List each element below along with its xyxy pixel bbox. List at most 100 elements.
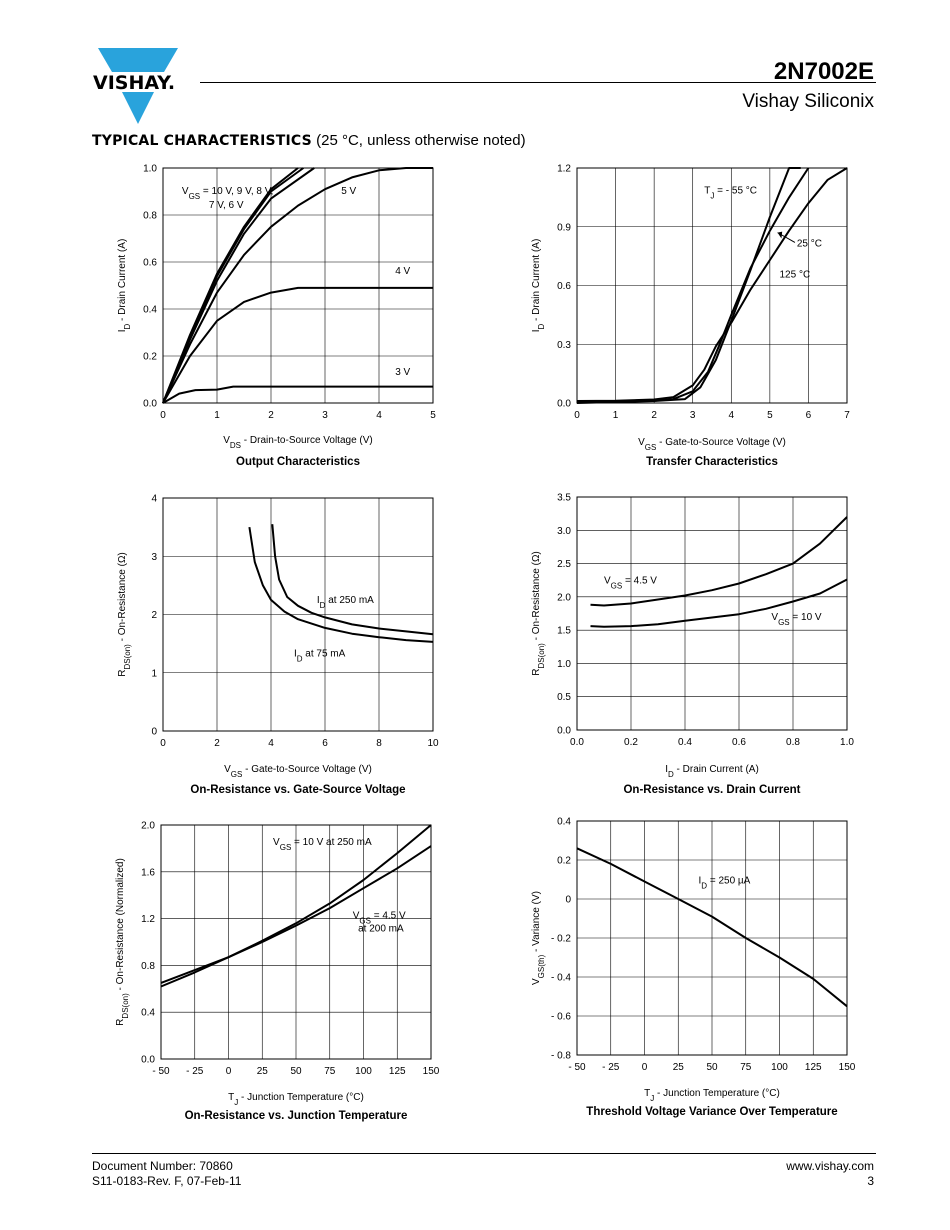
x-tick-label: 1.0 <box>840 737 854 748</box>
x-axis-label: TJ - Junction Temperature (°C) <box>644 1088 780 1103</box>
x-axis-label: ID - Drain Current (A) <box>665 764 759 779</box>
chart-threshold-variance-vs-tj: - 50 - 25 0 25 50 75 100 125 150 - 0.8 - 0.6 - 0.4 -… <box>531 817 856 1119</box>
series-label: 3 V <box>395 367 410 378</box>
y-tick-label: 3.5 <box>557 493 571 504</box>
plot-frame <box>162 497 434 732</box>
revision: S11-0183-Rev. F, 07-Feb-11 <box>92 1174 242 1188</box>
y-tick-label: 0.2 <box>143 352 157 363</box>
y-tick-label: - 0.4 <box>551 973 571 984</box>
chart-transfer-characteristics: 0 1 2 3 4 5 6 7 0.0 0.3 0.6 0.9 1.2 TJ = - 55 °C 25 °C… <box>531 164 850 469</box>
x-tick-label: 125 <box>389 1066 406 1077</box>
section-title-normal: (25 °C, unless otherwise noted) <box>316 132 526 149</box>
section-title: TYPICAL CHARACTERISTICS (25 °C, unless o… <box>92 132 526 149</box>
x-tick-label: 75 <box>324 1066 336 1077</box>
y-tick-label: 0.4 <box>143 305 157 316</box>
x-tick-label: 2 <box>651 410 657 421</box>
x-tick-label: 125 <box>805 1062 822 1073</box>
y-tick-label: 1.5 <box>557 626 571 637</box>
x-tick-label: - 50 <box>152 1066 170 1077</box>
series-line <box>160 824 432 988</box>
series-line <box>590 516 848 607</box>
x-tick-label: 75 <box>740 1062 752 1073</box>
y-tick-label: 2.5 <box>557 559 571 570</box>
chart-output-characteristics: 0 1 2 3 4 5 0.0 0.2 0.4 0.6 0.8 1.0 VGS = 10 V, 9 V,… <box>117 164 436 469</box>
y-tick-label: 3.0 <box>557 526 571 537</box>
chart-on-resistance-vs-tj: - 50 - 25 0 25 50 75 100 125 150 0.0 0.4 0.8 1.2 1.6 2… <box>115 821 440 1123</box>
x-tick-label: 8 <box>376 738 382 749</box>
x-tick-label: 0.0 <box>570 737 584 748</box>
x-tick-label: 0 <box>574 410 580 421</box>
part-number: 2N7002E <box>773 58 874 85</box>
y-tick-label: 2.0 <box>141 821 155 832</box>
x-tick-label: 5 <box>767 410 773 421</box>
y-tick-label: 1.2 <box>141 914 155 925</box>
y-tick-label: 0.0 <box>141 1055 155 1066</box>
y-tick-label: 0.9 <box>557 222 571 233</box>
series-label: VGS = 10 V, 9 V, 8 V, <box>182 186 273 201</box>
website-link[interactable]: www.vishay.com <box>786 1159 874 1173</box>
x-tick-label: 25 <box>673 1062 685 1073</box>
x-tick-label: 2 <box>268 410 274 421</box>
series-label: TJ = - 55 °C <box>704 185 757 200</box>
plot-frame <box>576 820 848 1056</box>
series-line <box>162 286 433 404</box>
chart-title: Threshold Voltage Variance Over Temperat… <box>586 1106 837 1118</box>
series-label: 25 °C <box>797 238 822 249</box>
y-tick-label: 2 <box>151 610 157 621</box>
x-axis-label: VGS - Gate-to-Source Voltage (V) <box>224 764 372 779</box>
y-tick-label: 1.0 <box>143 164 157 175</box>
x-axis-label: VDS - Drain-to-Source Voltage (V) <box>223 435 373 450</box>
plot-frame <box>576 167 848 404</box>
x-tick-label: - 25 <box>186 1066 204 1077</box>
y-tick-label: 1.0 <box>557 659 571 670</box>
series-label: 5 V <box>341 186 356 197</box>
x-tick-label: 10 <box>427 738 439 749</box>
x-tick-label: 100 <box>355 1066 372 1077</box>
y-tick-label: 0.0 <box>557 399 571 410</box>
x-tick-label: - 25 <box>602 1062 620 1073</box>
series-label: VGS = 4.5 V <box>353 911 406 926</box>
series-label: 7 V, 6 V <box>209 200 244 211</box>
x-tick-label: 0.8 <box>786 737 800 748</box>
page-number: 3 <box>867 1174 874 1188</box>
chart-title: On-Resistance vs. Junction Temperature <box>185 1110 408 1122</box>
x-tick-label: 7 <box>844 410 850 421</box>
series-label: at 200 mA <box>358 923 404 934</box>
x-tick-label: 0 <box>160 410 166 421</box>
y-tick-label: 1.2 <box>557 164 571 175</box>
x-tick-label: 6 <box>806 410 812 421</box>
series-label: VGS = 10 V at 250 mA <box>273 837 372 852</box>
chart-title: On-Resistance vs. Drain Current <box>623 784 800 796</box>
x-tick-label: 50 <box>706 1062 718 1073</box>
series-label: 4 V <box>395 266 410 277</box>
x-tick-label: 4 <box>729 410 735 421</box>
x-tick-label: 150 <box>423 1066 440 1077</box>
x-tick-label: 0 <box>160 738 166 749</box>
x-tick-label: 1 <box>214 410 220 421</box>
x-tick-label: 50 <box>290 1066 302 1077</box>
series-label: VGS = 10 V <box>771 612 822 627</box>
y-axis-label: RDS(on) - On-Resistance (Ω) <box>531 551 546 676</box>
y-tick-label: 3 <box>151 552 157 563</box>
y-tick-label: 2.0 <box>557 592 571 603</box>
series-line <box>576 847 848 1008</box>
series-line <box>576 167 810 403</box>
x-tick-label: 0 <box>642 1062 648 1073</box>
header-rule <box>200 82 876 83</box>
footer-rule <box>92 1153 876 1154</box>
y-tick-label: 0 <box>151 727 157 738</box>
vishay-logo: VISHAY. <box>92 48 182 124</box>
x-tick-label: 100 <box>771 1062 788 1073</box>
x-axis-label: VGS - Gate-to-Source Voltage (V) <box>638 437 786 452</box>
y-tick-label: 0.0 <box>143 399 157 410</box>
y-tick-label: 0.3 <box>557 340 571 351</box>
y-tick-label: 4 <box>151 494 157 505</box>
y-tick-label: - 0.6 <box>551 1012 571 1023</box>
series-line <box>162 167 433 404</box>
x-tick-label: 150 <box>839 1062 856 1073</box>
y-tick-label: 0.2 <box>557 856 571 867</box>
plot-frame <box>576 496 848 731</box>
series-line <box>162 167 315 404</box>
plot-frame <box>160 824 432 1060</box>
x-tick-label: 25 <box>257 1066 269 1077</box>
